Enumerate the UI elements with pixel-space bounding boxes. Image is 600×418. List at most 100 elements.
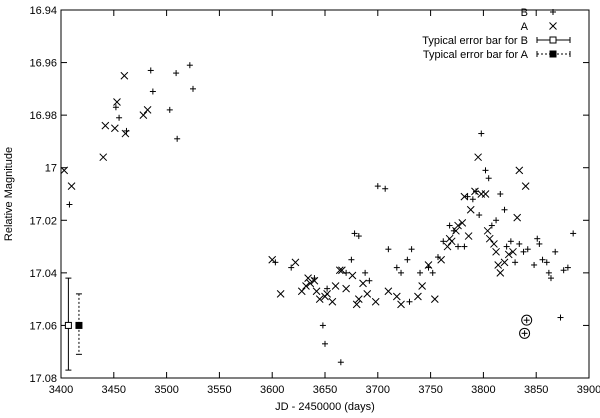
data-point — [352, 300, 361, 309]
data-point — [483, 226, 492, 235]
data-point — [464, 232, 473, 240]
data-point — [319, 322, 326, 329]
data-point — [488, 222, 495, 229]
data-point — [297, 287, 306, 296]
data-point — [485, 175, 492, 182]
data-point — [531, 261, 538, 268]
data-point — [476, 212, 483, 219]
data-point — [424, 261, 433, 269]
data-point — [166, 106, 173, 113]
data-point — [323, 290, 331, 298]
data-point — [446, 222, 453, 229]
data-point — [474, 153, 482, 162]
data-point — [492, 247, 500, 256]
data-point — [315, 295, 324, 303]
data-point — [452, 226, 460, 235]
y-tick-labels: 16.94 16.96 16.98 17 17.02 17.04 17.06 17.08 — [29, 5, 57, 385]
data-point — [520, 248, 527, 255]
data-point — [121, 129, 130, 138]
data-point — [564, 264, 571, 271]
data-point — [116, 114, 123, 121]
data-point — [268, 255, 277, 264]
data-point — [503, 243, 510, 250]
data-point — [482, 167, 489, 174]
data-point — [430, 295, 439, 303]
data-point — [190, 85, 196, 92]
y-tick-label: 17.04 — [29, 268, 57, 280]
data-point — [338, 266, 346, 275]
data-point — [351, 230, 358, 237]
data-point — [337, 359, 344, 366]
data-point — [545, 269, 552, 276]
data-point — [557, 314, 564, 321]
data-point — [310, 276, 319, 285]
data-point — [328, 297, 337, 306]
data-point — [149, 88, 156, 95]
x-tick-label: 3900 — [577, 384, 600, 396]
data-point — [552, 248, 559, 255]
data-point — [547, 275, 554, 282]
data-point — [466, 205, 475, 214]
y-tick-label: 16.94 — [29, 5, 57, 17]
data-point — [354, 295, 363, 303]
legend-label-error-a: Typical error bar for A — [423, 49, 529, 61]
data-point — [359, 279, 367, 288]
data-point — [67, 182, 76, 190]
legend-label-a: A — [521, 21, 529, 33]
data-point — [494, 261, 503, 269]
legend-marker-a — [549, 22, 557, 30]
data-point — [504, 250, 513, 259]
data-point — [66, 201, 73, 208]
x-tick-label: 3450 — [102, 384, 126, 396]
data-point — [186, 62, 193, 69]
data-point — [363, 290, 372, 298]
data-point — [414, 292, 422, 301]
x-tick-label: 3750 — [418, 384, 442, 396]
data-point — [469, 196, 476, 203]
data-point — [418, 282, 427, 290]
x-tick-label: 3650 — [313, 384, 337, 396]
x-tick-labels: 3400 3450 3500 3550 3600 3650 3700 3750 3800 3850… — [49, 384, 600, 396]
data-point — [460, 192, 469, 201]
data-point — [112, 104, 119, 111]
data-point — [348, 271, 357, 280]
data-point — [291, 258, 300, 267]
data-point — [534, 235, 541, 242]
data-point — [304, 274, 312, 282]
y-tick-label: 16.98 — [29, 110, 57, 122]
data-series — [60, 62, 577, 366]
data-point — [382, 185, 389, 192]
data-point — [398, 269, 405, 276]
legend-marker-error-b — [536, 36, 571, 44]
circled-point — [521, 314, 533, 326]
y-tick-label: 16.96 — [29, 58, 57, 70]
data-point — [322, 340, 328, 347]
x-tick-label: 3800 — [471, 384, 495, 396]
data-point — [355, 233, 362, 240]
data-point — [111, 124, 119, 133]
data-point — [501, 206, 508, 213]
legend-markers — [536, 9, 571, 58]
data-point — [461, 243, 468, 250]
data-point — [385, 246, 392, 253]
data-point — [455, 243, 462, 250]
data-point — [429, 269, 436, 276]
legend-marker-b — [550, 9, 556, 15]
data-point — [512, 259, 519, 266]
x-tick-label: 3850 — [524, 384, 548, 396]
highlighted-points — [519, 314, 533, 339]
data-point — [507, 238, 514, 245]
data-point — [437, 255, 446, 264]
data-point — [560, 267, 567, 274]
legend-label-b: B — [521, 7, 528, 19]
data-point — [478, 130, 485, 137]
data-point — [496, 269, 505, 277]
data-point — [288, 264, 295, 271]
data-point — [458, 219, 467, 227]
circled-point — [519, 327, 531, 339]
data-point — [521, 182, 530, 190]
x-tick-label: 3600 — [260, 384, 284, 396]
data-point — [509, 247, 517, 256]
y-axis-label: Relative Magnitude — [3, 147, 15, 241]
data-point — [99, 153, 108, 162]
